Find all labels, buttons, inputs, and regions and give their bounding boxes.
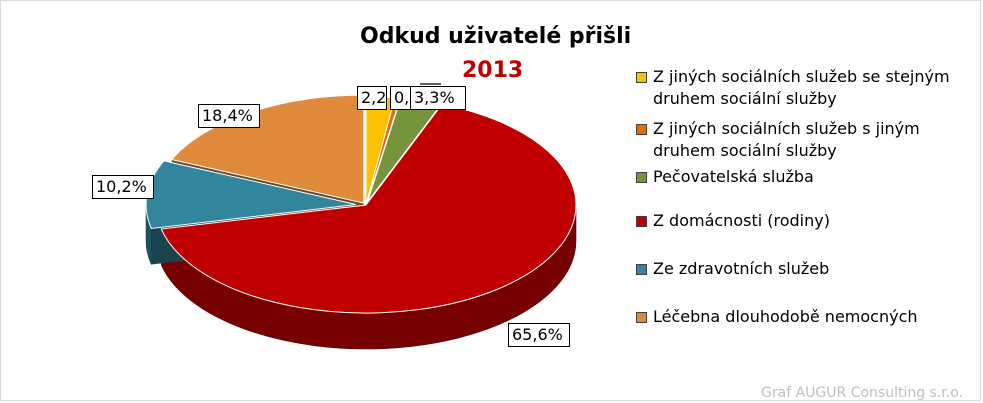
- legend-swatch: [636, 312, 647, 323]
- data-label-ze-zdravotnich-sluzeb: 10,2%: [92, 175, 154, 199]
- legend-label: Ze zdravotních služeb: [653, 259, 830, 278]
- data-label-z-domacnosti-rodiny: 65,6%: [508, 323, 570, 347]
- legend-item-ze-zdravotnich-sluzeb: Ze zdravotních služeb: [636, 258, 973, 280]
- data-label-z-jinych-socialnich-sluzeb-se-stejnym-druhem-socialni-sluzby: 2,2: [357, 86, 387, 110]
- legend-item-z-jinych-socialnich-sluzeb-se-stejnym-druhem-socialni-sluzby: Z jiných sociálních služeb se stejným dr…: [636, 66, 973, 110]
- legend-swatch: [636, 72, 647, 83]
- legend-label: Léčebna dlouhodobě nemocných: [653, 307, 918, 326]
- legend: Z jiných sociálních služeb se stejným dr…: [636, 66, 971, 336]
- legend-swatch: [636, 124, 647, 135]
- legend-item-pecovatelska-sluzba: Pečovatelská služba: [636, 166, 973, 188]
- legend-label: Pečovatelská služba: [653, 167, 814, 186]
- data-label-pecovatelska-sluzba: 3,3%: [410, 86, 466, 110]
- legend-swatch: [636, 172, 647, 183]
- legend-swatch: [636, 264, 647, 275]
- legend-item-z-jinych-socialnich-sluzeb-s-jinym-druhem-socialni-sluzby: Z jiných sociálních služeb s jiným druhe…: [636, 118, 973, 162]
- pie-slice-z-domacnosti-rodiny: [160, 103, 577, 314]
- legend-label: Z domácnosti (rodiny): [653, 211, 830, 230]
- legend-swatch: [636, 216, 647, 227]
- data-label-lecebna-dlouhodobe-nemocnych: 18,4%: [198, 104, 260, 128]
- legend-item-z-domacnosti-rodiny: Z domácnosti (rodiny): [636, 210, 973, 232]
- legend-label: Z jiných sociálních služeb s jiným druhe…: [653, 119, 920, 160]
- chart-title: Odkud uživatelé přišli: [360, 24, 632, 49]
- pie-tops: [145, 94, 577, 314]
- chart-credit: Graf AUGUR Consulting s.r.o.: [761, 385, 963, 401]
- legend-label: Z jiných sociálních služeb se stejným dr…: [653, 67, 950, 108]
- chart-subtitle: 2013: [462, 58, 524, 83]
- data-label-z-jinych-socialnich-sluzeb-s-jinym-druhem-socialni-sluzby: 0,: [390, 86, 412, 110]
- legend-item-lecebna-dlouhodobe-nemocnych: Léčebna dlouhodobě nemocných: [636, 306, 973, 328]
